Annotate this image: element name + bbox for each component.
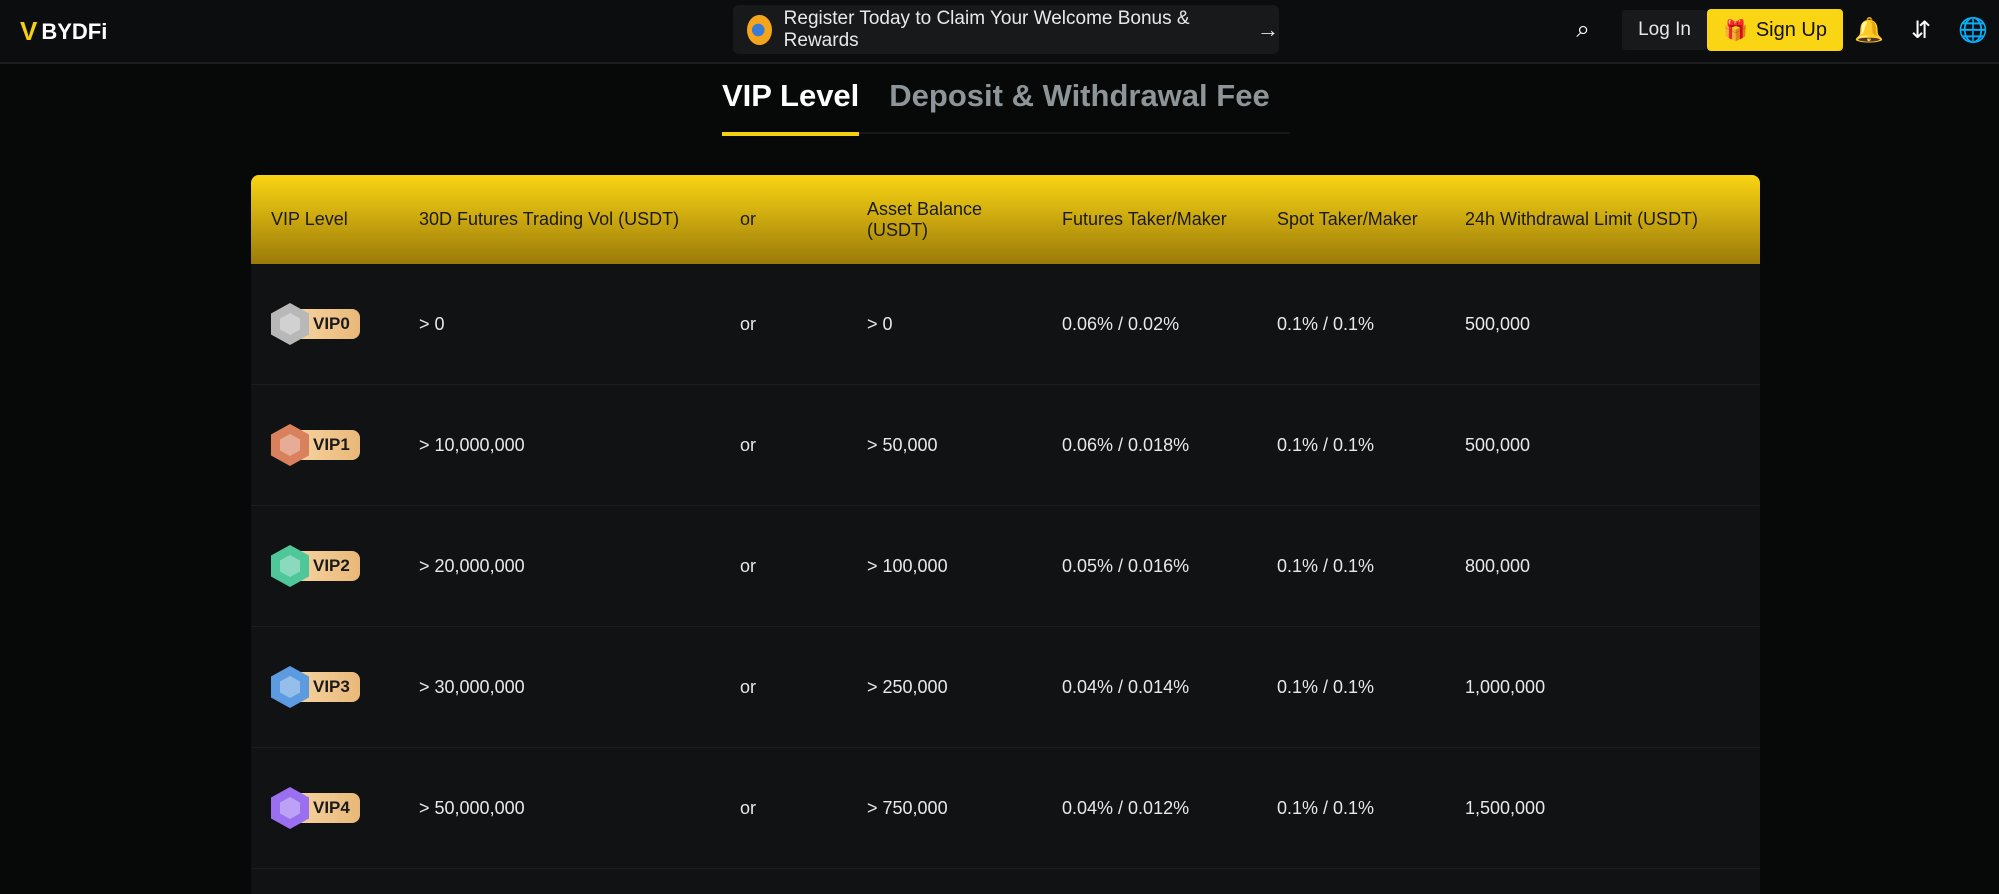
- vip-cell: VIP2: [251, 543, 419, 589]
- withdrawal-limit-cell: 1,000,000: [1465, 676, 1546, 697]
- search-icon[interactable]: ⌕: [1576, 16, 1590, 43]
- asset-balance-cell: > 0: [867, 313, 893, 334]
- spot-fee-cell: 0.1% / 0.1%: [1277, 797, 1375, 818]
- header-futures-fee: Futures Taker/Maker: [1062, 209, 1227, 229]
- vip-badge: VIP3: [271, 664, 419, 710]
- arrow-right-icon: →: [1257, 16, 1279, 42]
- table-row: VIP2 > 20,000,000 or > 100,000 0.05% / 0…: [251, 506, 1760, 627]
- tab-vip-level[interactable]: VIP Level: [722, 76, 860, 136]
- download-icon[interactable]: ⇵: [1910, 16, 1932, 44]
- futures-fee-cell: 0.06% / 0.018%: [1062, 434, 1190, 455]
- spot-fee-cell: 0.1% / 0.1%: [1277, 434, 1375, 455]
- globe-icon[interactable]: 🌐: [1958, 16, 1988, 44]
- futures-fee-cell: 0.04% / 0.012%: [1062, 797, 1190, 818]
- table-row: VIP1 > 10,000,000 or > 50,000 0.06% / 0.…: [251, 385, 1760, 506]
- promo-banner[interactable]: Register Today to Claim Your Welcome Bon…: [733, 5, 1279, 54]
- withdrawal-limit-cell: 1,500,000: [1465, 797, 1546, 818]
- header-vip-level: VIP Level: [271, 209, 348, 229]
- vip-hex-icon: [271, 303, 309, 345]
- vip-cell: VIP3: [251, 664, 419, 710]
- logo-text: BYDFi: [41, 18, 108, 44]
- futures-vol-cell: > 0: [419, 313, 445, 334]
- promo-text: Register Today to Claim Your Welcome Bon…: [783, 7, 1190, 51]
- bydfi-logo[interactable]: V BYDFi: [20, 16, 107, 47]
- spot-fee-cell: 0.1% / 0.1%: [1277, 555, 1375, 576]
- header-spot-fee: Spot Taker/Maker: [1277, 209, 1418, 229]
- futures-vol-cell: > 30,000,000: [419, 676, 525, 697]
- vip-badge: VIP0: [271, 301, 419, 347]
- table-row: VIP4 > 50,000,000 or > 750,000 0.04% / 0…: [251, 748, 1760, 869]
- vip-badge: VIP1: [271, 422, 419, 468]
- gift-coin-icon: [747, 14, 772, 45]
- vip-hex-icon: [271, 545, 309, 587]
- signup-label: Sign Up: [1755, 18, 1827, 41]
- header-withdrawal-limit: 24h Withdrawal Limit (USDT): [1465, 209, 1699, 229]
- vip-table: VIP Level 30D Futures Trading Vol (USDT)…: [251, 175, 1760, 894]
- futures-fee-cell: 0.06% / 0.02%: [1062, 313, 1180, 334]
- or-cell: or: [740, 313, 757, 334]
- vip-hex-icon: [271, 666, 309, 708]
- futures-vol-cell: > 10,000,000: [419, 434, 525, 455]
- vip-cell: VIP4: [251, 785, 419, 831]
- spot-fee-cell: 0.1% / 0.1%: [1277, 313, 1375, 334]
- vip-cell: VIP0: [251, 301, 419, 347]
- futures-vol-cell: > 20,000,000: [419, 555, 525, 576]
- withdrawal-limit-cell: 800,000: [1465, 555, 1531, 576]
- header-or: or: [740, 209, 757, 229]
- table-header: VIP Level 30D Futures Trading Vol (USDT)…: [251, 175, 1760, 264]
- vip-badge: VIP4: [271, 785, 419, 831]
- futures-fee-cell: 0.05% / 0.016%: [1062, 555, 1190, 576]
- asset-balance-cell: > 250,000: [867, 676, 948, 697]
- vip-badge: VIP2: [271, 543, 419, 589]
- or-cell: or: [740, 434, 757, 455]
- gift-icon: 🎁: [1722, 19, 1748, 42]
- login-button[interactable]: Log In: [1622, 10, 1707, 50]
- asset-balance-cell: > 100,000: [867, 555, 948, 576]
- asset-balance-cell: > 50,000: [867, 434, 938, 455]
- top-nav: V BYDFi Register Today to Claim Your Welc…: [0, 0, 1999, 64]
- vip-hex-icon: [271, 424, 309, 466]
- or-cell: or: [740, 676, 757, 697]
- futures-vol-cell: > 50,000,000: [419, 797, 525, 818]
- asset-balance-cell: > 750,000: [867, 797, 948, 818]
- table-row: VIP3 > 30,000,000 or > 250,000 0.04% / 0…: [251, 627, 1760, 748]
- tab-bar: VIP Level Deposit & Withdrawal Fee: [722, 76, 1290, 136]
- logo-mark-icon: V: [20, 16, 38, 46]
- withdrawal-limit-cell: 500,000: [1465, 434, 1531, 455]
- header-futures-vol: 30D Futures Trading Vol (USDT): [419, 209, 680, 229]
- futures-fee-cell: 0.04% / 0.014%: [1062, 676, 1190, 697]
- bell-icon[interactable]: 🔔: [1854, 16, 1884, 44]
- or-cell: or: [740, 797, 757, 818]
- withdrawal-limit-cell: 500,000: [1465, 313, 1531, 334]
- vip-hex-icon: [271, 787, 309, 829]
- or-cell: or: [740, 555, 757, 576]
- signup-button[interactable]: 🎁 Sign Up: [1706, 9, 1843, 51]
- table-row: VIP0 > 0 or > 0 0.06% / 0.02% 0.1% / 0.1…: [251, 264, 1760, 385]
- tab-deposit-withdrawal-fee[interactable]: Deposit & Withdrawal Fee: [889, 78, 1270, 113]
- header-asset-balance: Asset Balance (USDT): [867, 198, 983, 240]
- vip-cell: VIP1: [251, 422, 419, 468]
- spot-fee-cell: 0.1% / 0.1%: [1277, 676, 1375, 697]
